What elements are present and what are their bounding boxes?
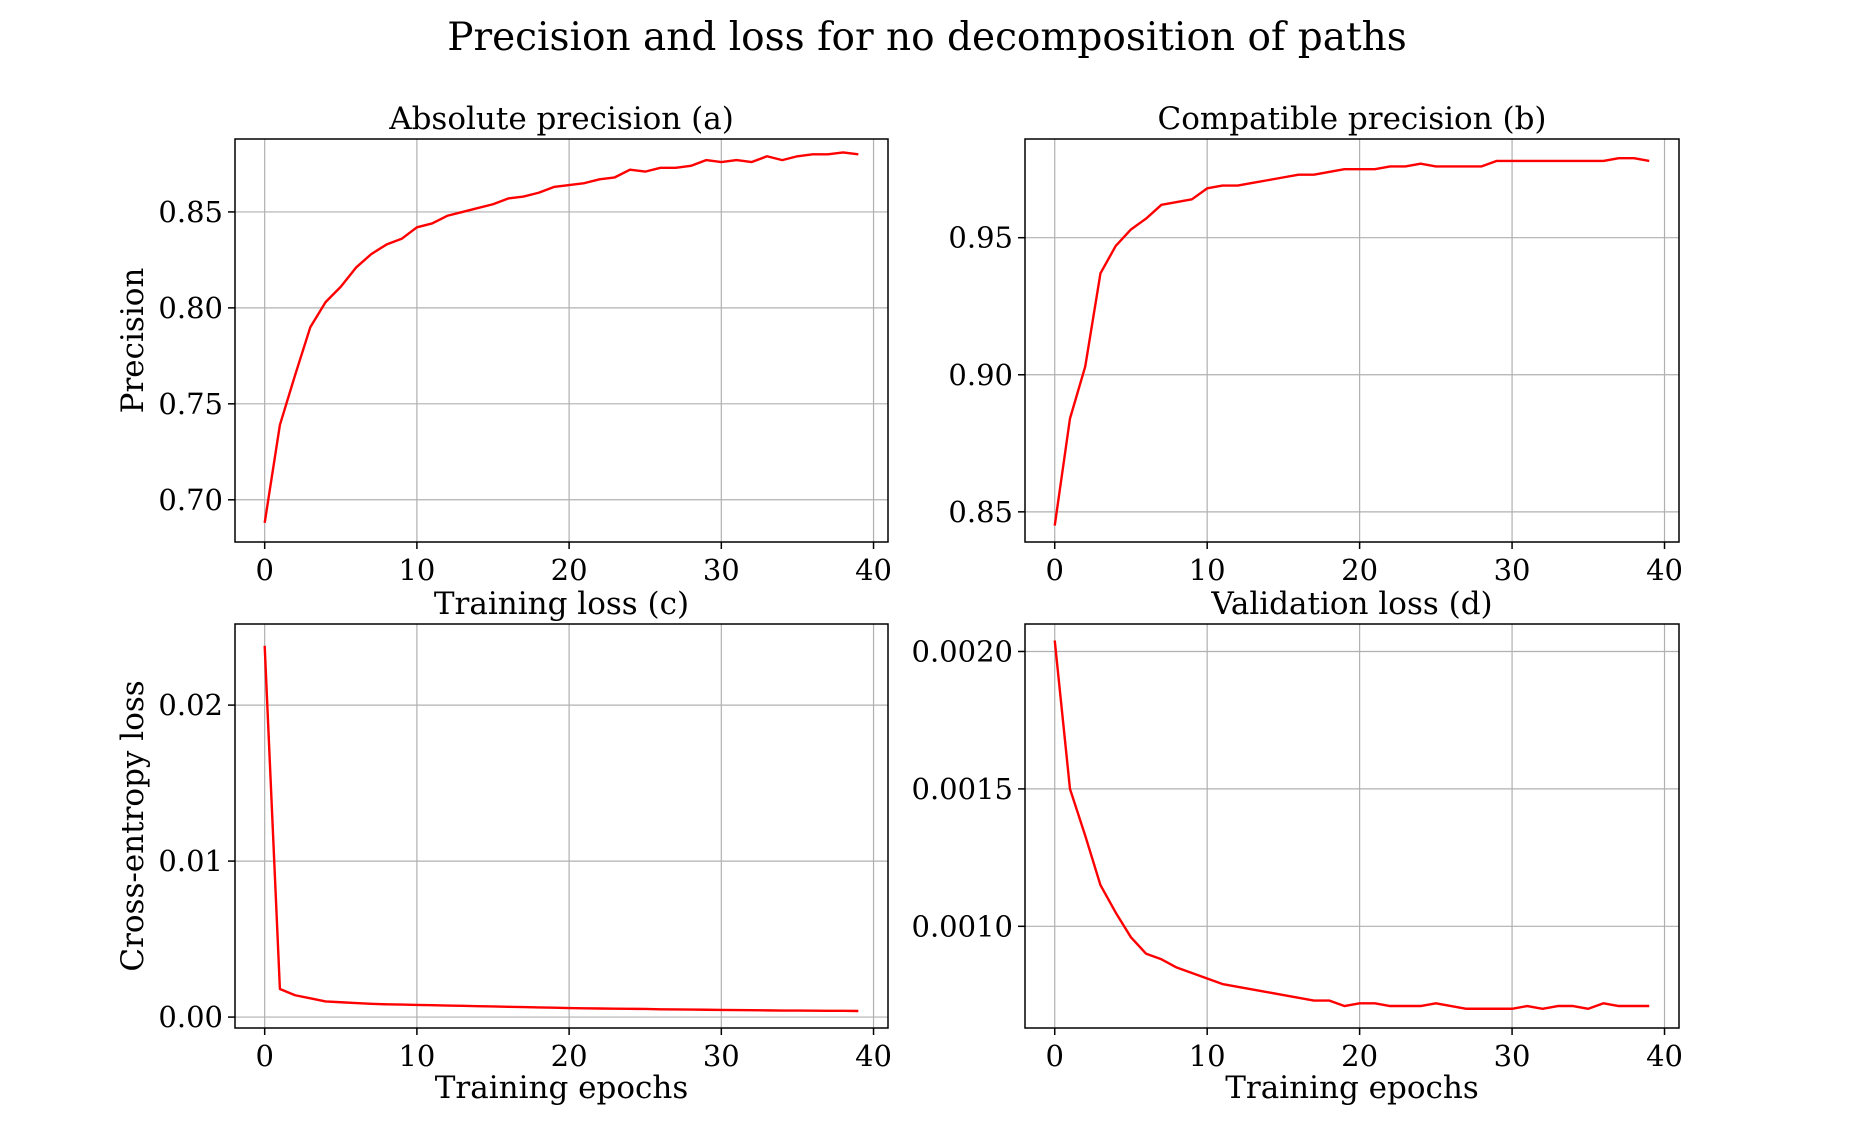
x-tick-label: 20 — [1341, 1039, 1378, 1073]
x-tick-label: 20 — [551, 553, 588, 587]
subplot-grid: 0 10 20 30 40 0.70 0.75 0.80 0.85 Absolute precis… — [115, 101, 1683, 1106]
y-tick-label: 0.0010 — [912, 909, 1013, 943]
subplot-2: 0 10 20 30 40 0.85 0.90 0.95 Compatible precisio… — [948, 101, 1683, 587]
y-tick-label: 0.0020 — [912, 634, 1013, 668]
subplot-title: Compatible precision (b) — [1157, 101, 1546, 137]
x-tick-label: 0 — [1046, 553, 1064, 587]
y-tick-label: 0.90 — [948, 358, 1013, 392]
x-tick-label: 10 — [398, 1039, 435, 1073]
subplot-title: Absolute precision (a) — [388, 101, 734, 137]
x-tick-label: 40 — [855, 1039, 892, 1073]
subplot-title: Training loss (c) — [434, 586, 689, 622]
x-tick-label: 0 — [255, 1039, 273, 1073]
subplot-1: 0 10 20 30 40 0.70 0.75 0.80 0.85 Absolute precis… — [115, 101, 892, 587]
y-tick-label: 0.02 — [158, 688, 223, 722]
subplot-4: 0 10 20 30 40 0.0010 0.0015 0.0020 Validation lo… — [912, 586, 1683, 1106]
x-tick-label: 10 — [1189, 1039, 1226, 1073]
subplot-3: 0 10 20 30 40 0.00 0.01 0.02 Training loss (c) Tr… — [115, 586, 892, 1106]
y-tick-label: 0.75 — [158, 387, 223, 421]
subplot-title: Validation loss (d) — [1210, 586, 1492, 622]
x-tick-label: 40 — [1646, 553, 1683, 587]
figure-title: Precision and loss for no decomposition … — [447, 15, 1407, 60]
x-tick-label: 10 — [1189, 553, 1226, 587]
x-tick-label: 0 — [255, 553, 273, 587]
x-tick-label: 30 — [703, 553, 740, 587]
series-line-1 — [1053, 640, 1650, 1010]
y-tick-label: 0.70 — [158, 483, 223, 517]
axes-frame — [1024, 138, 1680, 543]
x-axis-label: Training epochs — [1225, 1070, 1479, 1106]
y-tick-label: 0.85 — [948, 495, 1013, 529]
y-tick-label: 0.80 — [158, 291, 223, 325]
y-tick-label: 0.95 — [948, 221, 1013, 255]
y-tick-label: 0.01 — [158, 844, 223, 878]
x-tick-label: 40 — [1646, 1039, 1683, 1073]
x-tick-label: 30 — [1494, 1039, 1531, 1073]
axes-frame — [234, 623, 889, 1029]
y-axis-label: Cross-entropy loss — [115, 680, 151, 971]
x-tick-label: 40 — [855, 553, 892, 587]
x-axis-label: Training epochs — [435, 1070, 689, 1106]
y-tick-label: 0.85 — [158, 195, 223, 229]
x-tick-label: 10 — [398, 553, 435, 587]
axes-frame — [234, 138, 889, 543]
series-line-1 — [263, 151, 859, 523]
x-tick-label: 30 — [703, 1039, 740, 1073]
y-axis-label: Precision — [115, 268, 151, 414]
axes-frame — [1024, 623, 1680, 1029]
x-tick-label: 20 — [551, 1039, 588, 1073]
x-tick-label: 30 — [1494, 553, 1531, 587]
y-tick-label: 0.00 — [158, 1000, 223, 1034]
y-tick-label: 0.0015 — [912, 772, 1013, 806]
x-tick-label: 20 — [1341, 553, 1378, 587]
series-line-1 — [263, 645, 859, 1013]
series-line-1 — [1053, 156, 1650, 526]
x-tick-label: 0 — [1046, 1039, 1064, 1073]
